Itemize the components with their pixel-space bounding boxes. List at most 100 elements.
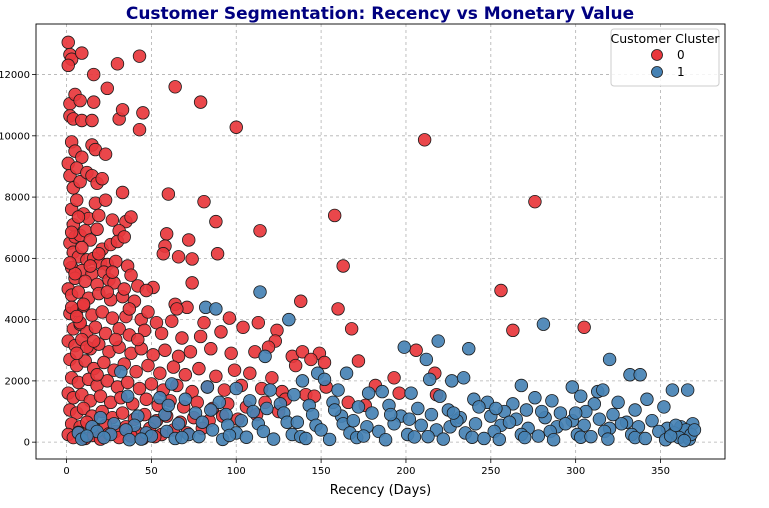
y-tick-label: 0 [24, 438, 30, 449]
data-point-cluster-1 [424, 407, 439, 422]
data-point-cluster-0 [115, 103, 130, 117]
data-point-cluster-0 [265, 371, 279, 385]
data-point-cluster-1 [222, 428, 237, 443]
data-point-cluster-1 [383, 407, 398, 422]
data-point-cluster-1 [421, 429, 435, 444]
data-point-cluster-0 [78, 354, 92, 368]
data-point-cluster-1 [204, 403, 218, 417]
data-point-cluster-0 [98, 193, 113, 207]
data-point-cluster-0 [236, 320, 250, 334]
x-tick-label: 350 [651, 466, 670, 477]
data-point-cluster-0 [159, 227, 174, 241]
data-point-cluster-1 [433, 389, 447, 403]
data-point-cluster-0 [139, 283, 154, 298]
data-point-cluster-0 [117, 230, 131, 244]
data-point-cluster-0 [494, 283, 508, 298]
data-point-cluster-0 [71, 285, 86, 299]
data-point-cluster-0 [344, 322, 359, 336]
data-point-cluster-0 [156, 247, 170, 261]
data-point-cluster-0 [243, 366, 257, 380]
data-point-cluster-1 [633, 368, 647, 382]
data-point-cluster-0 [86, 334, 101, 348]
data-point-cluster-0 [222, 311, 237, 325]
data-point-cluster-1 [587, 397, 602, 411]
data-point-cluster-0 [506, 323, 520, 338]
data-point-cluster-0 [251, 315, 266, 330]
data-point-cluster-0 [71, 210, 86, 224]
data-point-cluster-0 [115, 185, 130, 200]
data-point-cluster-0 [90, 368, 104, 382]
data-point-cluster-1 [212, 395, 226, 410]
data-point-cluster-1 [317, 372, 332, 387]
data-point-cluster-1 [314, 423, 328, 437]
data-point-cluster-1 [375, 384, 389, 399]
data-point-cluster-0 [100, 81, 114, 96]
data-point-cluster-1 [477, 431, 491, 446]
data-point-cluster-0 [185, 276, 199, 290]
data-point-cluster-0 [105, 213, 120, 227]
data-point-cluster-1 [80, 429, 94, 443]
data-point-cluster-1 [404, 386, 418, 400]
y-tick-label: 4000 [5, 315, 30, 326]
data-point-cluster-0 [409, 343, 423, 357]
data-point-cluster-1 [565, 380, 579, 394]
y-tick-label: 10000 [0, 131, 30, 142]
data-point-cluster-0 [185, 252, 199, 266]
data-point-cluster-1 [606, 407, 620, 422]
data-point-cluster-0 [70, 309, 84, 324]
data-point-cluster-0 [327, 208, 342, 223]
data-point-cluster-1 [411, 401, 425, 416]
data-point-cluster-0 [392, 386, 406, 400]
data-point-cluster-0 [110, 57, 125, 71]
data-point-cluster-0 [95, 305, 109, 319]
data-point-cluster-0 [95, 171, 109, 186]
data-point-cluster-0 [197, 194, 211, 209]
data-point-cluster-1 [628, 403, 642, 417]
data-point-cluster-1 [246, 404, 260, 419]
data-point-cluster-0 [92, 208, 106, 223]
data-point-cluster-1 [239, 430, 254, 444]
data-point-cluster-0 [171, 349, 186, 364]
data-point-cluster-1 [657, 400, 671, 414]
data-point-cluster-1 [611, 395, 625, 410]
data-point-cluster-1 [175, 430, 189, 445]
data-point-cluster-0 [105, 265, 120, 279]
data-point-cluster-1 [290, 415, 305, 429]
data-point-cluster-1 [514, 378, 529, 393]
data-point-cluster-0 [70, 346, 84, 361]
data-point-cluster-0 [83, 259, 98, 273]
data-point-cluster-1 [574, 389, 588, 403]
data-point-cluster-1 [134, 432, 148, 446]
data-point-cluster-1 [351, 400, 366, 414]
data-point-cluster-0 [120, 375, 135, 390]
data-point-cluster-0 [70, 193, 84, 207]
data-point-cluster-0 [129, 364, 143, 379]
data-point-cluster-0 [75, 150, 89, 164]
data-point-cluster-0 [144, 377, 159, 391]
data-point-cluster-0 [304, 352, 318, 367]
data-point-cluster-0 [158, 343, 172, 357]
data-point-cluster-1 [536, 317, 551, 331]
data-point-cluster-1 [584, 429, 598, 444]
data-point-cluster-1 [546, 433, 561, 447]
data-point-cluster-1 [553, 406, 568, 420]
x-tick-label: 50 [145, 466, 158, 477]
data-point-cluster-0 [132, 122, 147, 137]
data-point-cluster-1 [419, 352, 434, 367]
data-point-cluster-1 [322, 432, 337, 447]
data-point-cluster-1 [489, 401, 503, 416]
data-point-cluster-0 [161, 187, 176, 201]
data-point-cluster-1 [535, 404, 549, 419]
data-point-cluster-1 [492, 432, 506, 447]
data-point-cluster-1 [256, 424, 271, 439]
series-cluster-1 [71, 285, 702, 448]
data-point-cluster-1 [178, 392, 193, 406]
data-point-cluster-1 [365, 406, 379, 420]
x-tick-label: 250 [481, 466, 500, 477]
data-point-cluster-1 [114, 364, 128, 379]
data-point-cluster-0 [214, 325, 228, 339]
data-point-cluster-0 [100, 285, 114, 299]
data-point-cluster-1 [263, 383, 277, 397]
data-point-cluster-0 [166, 360, 181, 374]
